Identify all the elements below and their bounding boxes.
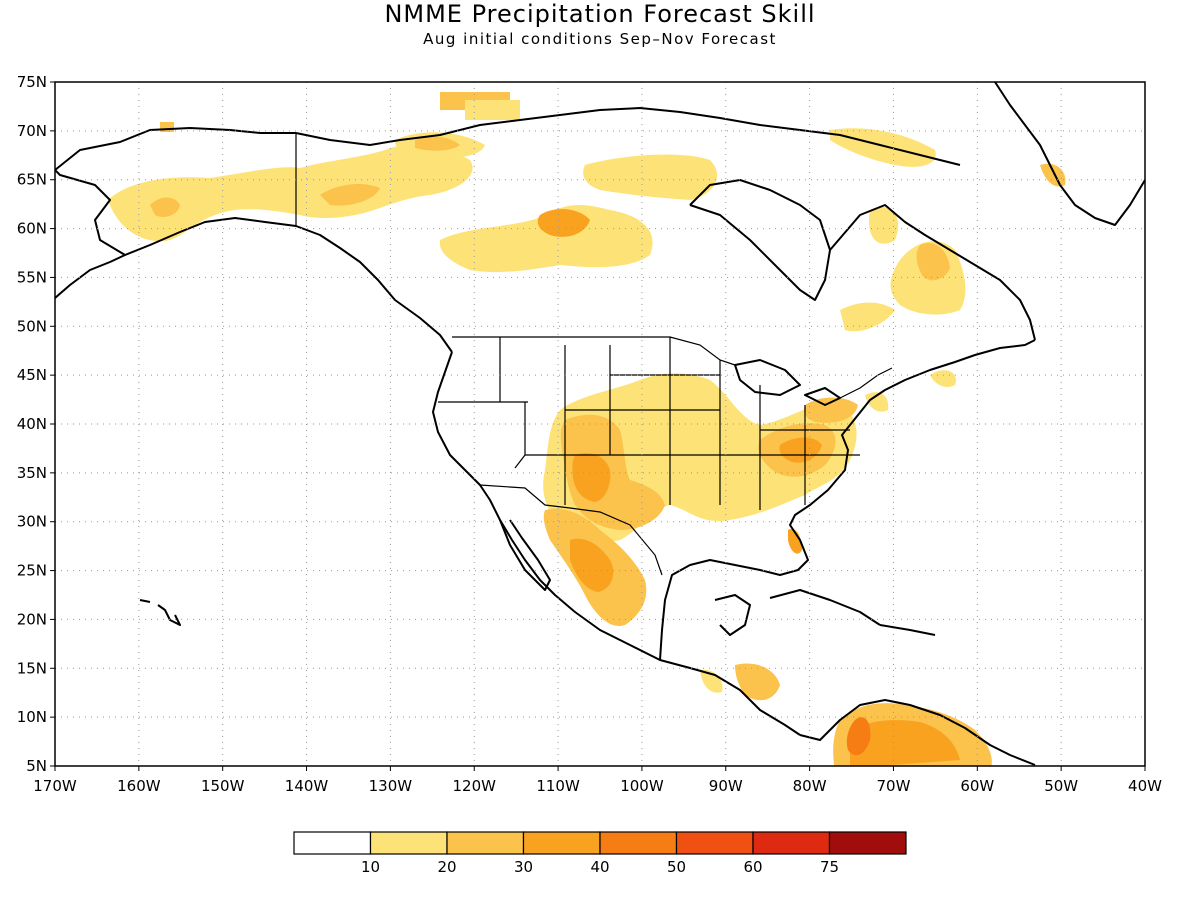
skill-region-greenland-edge bbox=[1040, 163, 1066, 187]
colorbar-label: 60 bbox=[743, 858, 762, 876]
tick-label-lat: 40N bbox=[17, 415, 47, 433]
coastline-arctic bbox=[295, 107, 961, 166]
colorbar-label: 20 bbox=[437, 858, 456, 876]
coastline-south-alaska bbox=[124, 217, 453, 353]
longitude-axis: 170W 160W 150W 140W 130W 120W 110W 100W 90W 80W 70… bbox=[33, 766, 1162, 795]
tick-label-lon: 110W bbox=[536, 777, 580, 795]
skill-region-new-mexico bbox=[572, 453, 611, 502]
gridlines bbox=[55, 82, 1145, 766]
tick-label-lon: 80W bbox=[793, 777, 827, 795]
tick-label-lat: 30N bbox=[17, 513, 47, 531]
tick-label-lon: 40W bbox=[1128, 777, 1162, 795]
coastline-labrador bbox=[829, 204, 1036, 341]
coastline-yucatan bbox=[714, 594, 751, 636]
tick-label-lon: 60W bbox=[960, 777, 994, 795]
tick-label-lat: 55N bbox=[17, 268, 47, 286]
coastline-south-america bbox=[799, 699, 1036, 766]
colorbar-swatch bbox=[293, 831, 372, 855]
tick-label-lat: 50N bbox=[17, 317, 47, 335]
colorbar-swatch bbox=[752, 831, 831, 855]
political-borders bbox=[295, 133, 893, 576]
skill-region-south-america-core bbox=[850, 720, 960, 766]
tick-label-lon: 120W bbox=[452, 777, 496, 795]
tick-label-lat: 75N bbox=[17, 73, 47, 91]
tick-label-lon: 150W bbox=[201, 777, 245, 795]
tick-label-lat: 60N bbox=[17, 220, 47, 238]
coastline-greenland bbox=[994, 82, 1145, 226]
colorbar-swatch bbox=[599, 831, 678, 855]
coastline-hudson-bay bbox=[689, 179, 831, 301]
skill-region-labrador-core bbox=[916, 242, 950, 281]
border-states-west bbox=[438, 337, 860, 510]
border-us-canada bbox=[452, 336, 736, 366]
tick-label-lat: 25N bbox=[17, 562, 47, 580]
tick-label-lat: 20N bbox=[17, 610, 47, 628]
map-title: NMME Precipitation Forecast Skill bbox=[384, 0, 816, 28]
border-us-mexico bbox=[479, 484, 663, 576]
tick-label-lat: 45N bbox=[17, 366, 47, 384]
colorbar-label: 50 bbox=[667, 858, 686, 876]
skill-region-new-england bbox=[865, 370, 956, 412]
skill-region-central-canada-core bbox=[537, 208, 590, 237]
colorbar: 10 20 30 40 50 60 75 bbox=[293, 831, 907, 876]
coastline-hawaii bbox=[139, 599, 181, 626]
skill-region-north-slope-core bbox=[415, 136, 460, 151]
tick-label-lon: 50W bbox=[1044, 777, 1078, 795]
tick-label-lon: 140W bbox=[285, 777, 329, 795]
coastline-alaska bbox=[55, 127, 296, 299]
tick-label-lon: 160W bbox=[117, 777, 161, 795]
tick-label-lat: 15N bbox=[17, 659, 47, 677]
coastline-hispaniola bbox=[879, 624, 936, 636]
skill-region-alaska-core bbox=[150, 184, 380, 217]
skill-region-southeast-core bbox=[779, 437, 822, 463]
skill-region-northeast bbox=[803, 397, 858, 423]
colorbar-swatch bbox=[446, 831, 525, 855]
latitude-axis: 75N 70N 65N 60N 55N 50N 45N 40N 35N 30N 25N 20N 15N 1… bbox=[17, 73, 55, 775]
skill-region-southwest-core bbox=[560, 414, 665, 530]
skill-region-arctic-2 bbox=[465, 100, 520, 120]
colorbar-label: 75 bbox=[820, 858, 839, 876]
coastline-gulf bbox=[659, 339, 1036, 661]
colorbar-label: 30 bbox=[514, 858, 533, 876]
skill-region-central-america bbox=[735, 663, 780, 701]
tick-label-lat: 35N bbox=[17, 464, 47, 482]
skill-region-labrador bbox=[840, 206, 966, 332]
coastlines bbox=[55, 82, 1145, 766]
tick-label-lon: 130W bbox=[369, 777, 413, 795]
colorbar-label: 40 bbox=[590, 858, 609, 876]
skill-region-baffin bbox=[830, 128, 936, 167]
tick-label-lat: 65N bbox=[17, 171, 47, 189]
border-us-canada-east bbox=[839, 367, 893, 399]
skill-region-nunavut bbox=[583, 154, 718, 200]
skill-region-arctic-3 bbox=[160, 122, 174, 132]
colorbar-swatch bbox=[675, 831, 754, 855]
colorbar-swatch bbox=[828, 831, 907, 855]
skill-region-florida bbox=[788, 528, 802, 554]
tick-label-lat: 70N bbox=[17, 122, 47, 140]
tick-label-lon: 170W bbox=[33, 777, 77, 795]
skill-region-central-canada bbox=[439, 205, 653, 273]
coastline-west-us bbox=[432, 351, 801, 736]
tick-label-lat: 5N bbox=[26, 757, 47, 775]
colorbar-label: 10 bbox=[361, 858, 380, 876]
coastline-baja bbox=[499, 519, 551, 591]
colorbar-swatch bbox=[369, 831, 448, 855]
map-subtitle: Aug initial conditions Sep–Nov Forecast bbox=[423, 30, 777, 48]
skill-region-mexico-core bbox=[570, 538, 614, 592]
tick-label-lon: 100W bbox=[620, 777, 664, 795]
tick-label-lat: 10N bbox=[17, 708, 47, 726]
skill-shading bbox=[108, 92, 1066, 766]
coastline-cuba bbox=[769, 589, 881, 626]
tick-label-lon: 90W bbox=[709, 777, 743, 795]
tick-label-lon: 70W bbox=[877, 777, 911, 795]
colorbar-swatch bbox=[522, 831, 601, 855]
skill-region-colombia-peak bbox=[846, 717, 871, 756]
skill-region-alaska bbox=[108, 144, 473, 242]
